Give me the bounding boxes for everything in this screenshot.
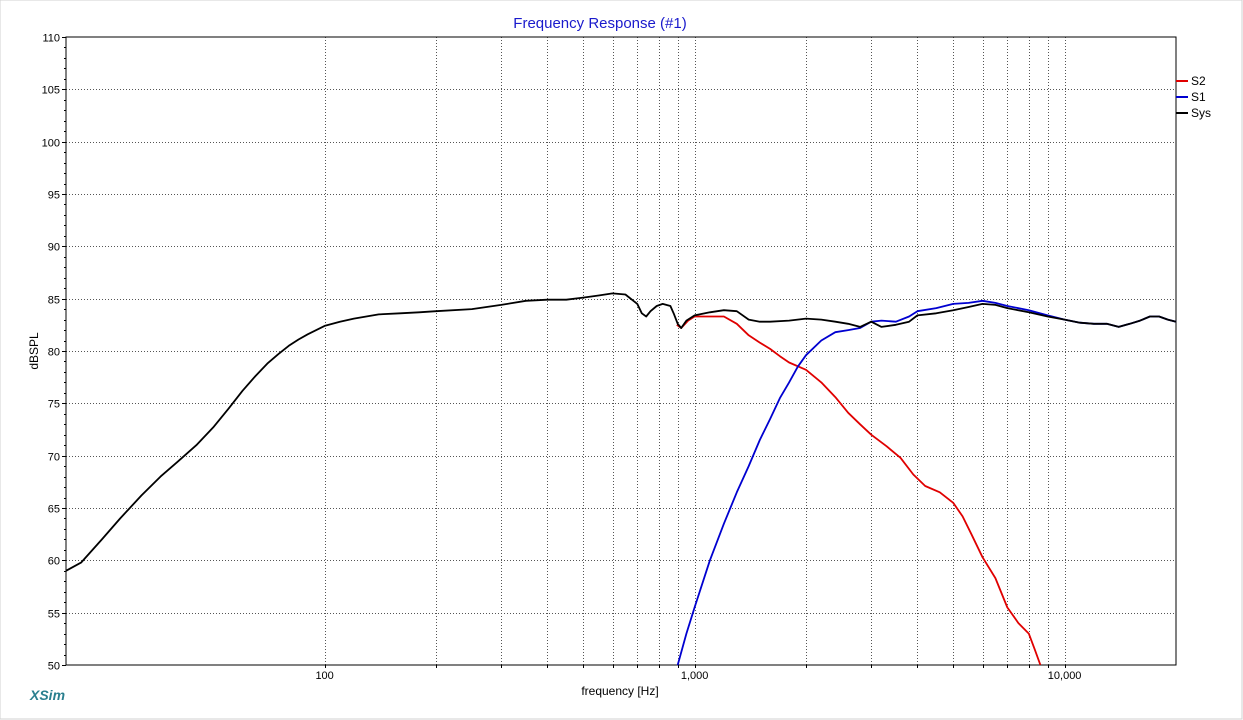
y-tick-label: 110 bbox=[42, 33, 60, 45]
x-tick-label: 100 bbox=[315, 670, 333, 682]
y-tick-label: 100 bbox=[42, 138, 60, 150]
axis-layer: 50 55 60 65 70 75 80 85 90 95 100 105 110 100 1,000 10,… bbox=[42, 33, 1177, 682]
y-tick-label: 55 bbox=[48, 609, 60, 621]
series-line-sys bbox=[65, 292, 1177, 572]
y-tick-label: 50 bbox=[48, 661, 60, 673]
y-tick-label: 60 bbox=[48, 556, 60, 568]
y-tick-label: 70 bbox=[48, 452, 60, 464]
series-layer bbox=[65, 292, 1177, 666]
y-tick-label: 90 bbox=[48, 242, 60, 254]
x-tick-label: 1,000 bbox=[681, 670, 709, 682]
series-line-s2 bbox=[676, 315, 1042, 666]
legend-label-s1: S1 bbox=[1191, 90, 1206, 104]
y-tick-label: 80 bbox=[48, 347, 60, 359]
grid-layer bbox=[66, 37, 1176, 665]
y-tick-label: 105 bbox=[42, 85, 60, 97]
y-tick-label: 95 bbox=[48, 190, 60, 202]
legend-label-sys: Sys bbox=[1191, 106, 1211, 120]
x-axis-label: frequency [Hz] bbox=[581, 684, 658, 698]
legend-label-s2: S2 bbox=[1191, 74, 1206, 88]
series-line-s1 bbox=[676, 299, 1177, 666]
xsim-logo: XSim bbox=[30, 687, 66, 703]
y-axis-label: dBSPL bbox=[27, 332, 41, 370]
y-tick-label: 85 bbox=[48, 295, 60, 307]
y-tick-label: 75 bbox=[48, 399, 60, 411]
chart-title: Frequency Response (#1) bbox=[513, 15, 686, 32]
legend: S2 S1 Sys bbox=[1176, 74, 1211, 120]
y-tick-label: 65 bbox=[48, 504, 60, 516]
x-tick-label: 10,000 bbox=[1048, 670, 1082, 682]
